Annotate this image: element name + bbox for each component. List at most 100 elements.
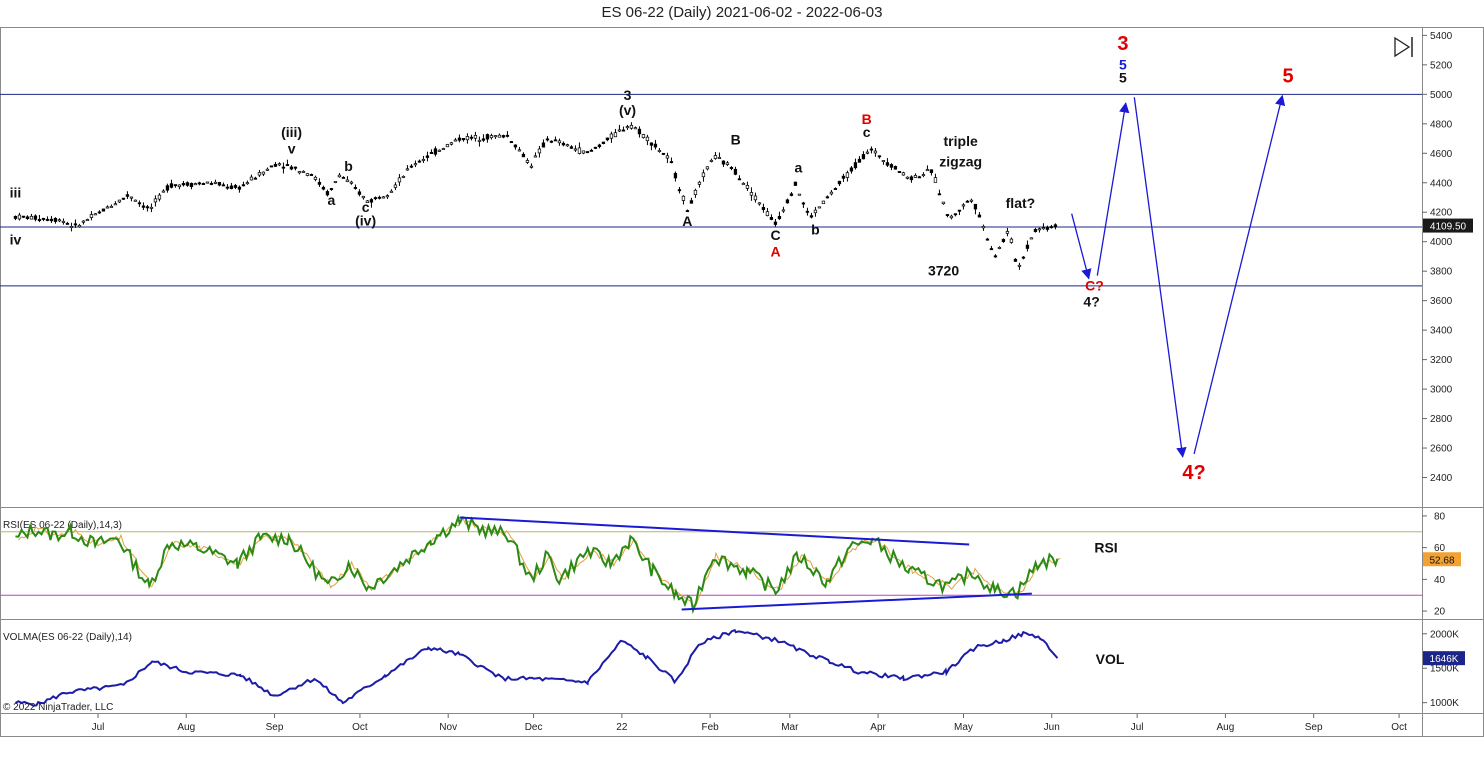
candle-body — [137, 202, 142, 205]
candle-body — [185, 182, 190, 186]
candle-body — [701, 172, 706, 178]
candle-body — [125, 194, 130, 197]
candle-body — [917, 176, 922, 179]
candle-body — [93, 213, 98, 216]
wave-label: iv — [10, 232, 22, 248]
projection-arrow — [1193, 94, 1286, 455]
candle-body — [997, 247, 1002, 249]
candle-body — [325, 191, 330, 196]
candle-body — [545, 138, 550, 141]
candle-body — [581, 150, 586, 154]
candle-body — [669, 161, 674, 164]
candle-body — [613, 132, 618, 138]
price-tick-label: 2800 — [1430, 414, 1453, 425]
candle-body — [793, 181, 798, 186]
chart-title: ES 06-22 (Daily) 2021-06-02 - 2022-06-03 — [601, 4, 883, 21]
candle-body — [217, 181, 222, 186]
candle-body — [61, 220, 66, 223]
candle-body — [329, 188, 334, 191]
wave-label: a — [328, 192, 336, 208]
candle-body — [889, 164, 894, 168]
candle-body — [753, 195, 758, 201]
candle-body — [89, 214, 94, 218]
candle-body — [661, 152, 666, 155]
price-tick-label: 4400 — [1430, 178, 1453, 189]
candle-body — [157, 194, 162, 200]
candle-body — [785, 199, 790, 204]
candle-body — [349, 181, 354, 184]
candle-body — [885, 162, 890, 166]
candle-body — [773, 221, 778, 225]
candle-body — [457, 137, 462, 141]
candle-body — [97, 211, 102, 214]
candle-body — [757, 202, 762, 205]
wave-label: 3 — [624, 87, 632, 103]
candle-body — [597, 144, 602, 148]
candle-body — [561, 142, 566, 146]
x-tick-label: Apr — [870, 722, 886, 733]
rsi-tick-label: 20 — [1434, 607, 1446, 618]
candle-body — [345, 179, 350, 183]
rsi-panel: RSI(ES 06-22 (Daily),14,3) RSI — [0, 513, 1422, 615]
candle-body — [305, 173, 310, 176]
wave-label: (iii) — [281, 124, 302, 140]
candle-body — [741, 182, 746, 185]
candle-body — [965, 200, 970, 203]
candle-body — [981, 225, 986, 229]
x-tick-label: May — [954, 722, 973, 733]
wave-label: 5 — [1119, 56, 1127, 72]
volume-value-label: 1646K — [1430, 654, 1459, 665]
price-tick-label: 2600 — [1430, 444, 1453, 455]
rsi-line — [15, 513, 1059, 615]
wave-label: 4? — [1083, 294, 1099, 310]
wave-label: 5 — [1282, 66, 1293, 88]
price-tick-label: 5200 — [1430, 60, 1453, 71]
candle-body — [541, 142, 546, 148]
candle-body — [605, 137, 610, 141]
wave-label: c — [362, 199, 370, 215]
candle-body — [1041, 227, 1046, 230]
candle-body — [853, 162, 858, 169]
wave-label: triple — [944, 133, 978, 149]
candle-body — [1053, 224, 1058, 228]
last-price-badge — [1423, 218, 1473, 233]
candle-body — [197, 182, 202, 185]
candle-body — [465, 136, 470, 141]
candle-body — [509, 141, 514, 144]
overlay — [1394, 36, 1413, 58]
candle-body — [313, 176, 318, 180]
candle-body — [565, 144, 570, 147]
candle-body — [433, 148, 438, 155]
price-tick-label: 5400 — [1430, 31, 1453, 42]
candle-body — [525, 160, 530, 163]
candle-body — [65, 222, 70, 225]
candle-body — [1009, 238, 1014, 243]
candle-body — [553, 139, 558, 142]
candle-body — [393, 184, 398, 188]
candle-body — [253, 177, 258, 180]
price-tick-label: 4800 — [1430, 119, 1453, 130]
candle-body — [973, 203, 978, 210]
candle-body — [829, 191, 834, 195]
rsi-tick-label: 80 — [1434, 511, 1446, 522]
skip-to-end-icon[interactable] — [1394, 36, 1413, 58]
candle-body — [45, 218, 50, 221]
candle-body — [289, 166, 294, 170]
candle-body — [689, 200, 694, 204]
candle-body — [333, 181, 338, 184]
chart-border — [0, 27, 1484, 737]
candle-body — [85, 219, 90, 222]
rsi-panel-title: RSI(ES 06-22 (Daily),14,3) — [3, 520, 122, 531]
x-tick-label: Sep — [266, 722, 284, 733]
x-tick-label: Aug — [1217, 722, 1235, 733]
candle-body — [437, 149, 442, 152]
candle-body — [993, 255, 998, 258]
candle-body — [1021, 256, 1026, 259]
candle-body — [105, 206, 110, 209]
candle-body — [521, 153, 526, 158]
candle-body — [821, 200, 826, 205]
candle-body — [621, 129, 626, 132]
candle-body — [977, 214, 982, 218]
candle-body — [257, 172, 262, 176]
candle-body — [941, 201, 946, 205]
